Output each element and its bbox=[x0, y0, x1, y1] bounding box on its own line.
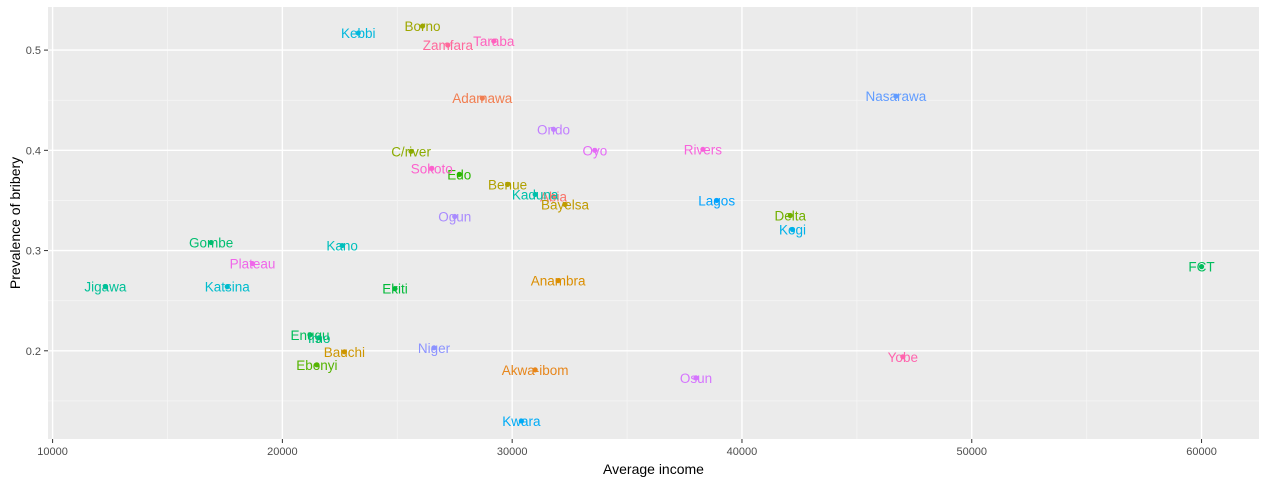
data-point bbox=[550, 193, 557, 200]
point-label: Bauchi bbox=[324, 345, 365, 360]
point-label: Ekiti bbox=[382, 282, 408, 297]
point-label: Abia bbox=[540, 189, 568, 204]
data-point bbox=[341, 349, 348, 355]
point-label: Sokoto bbox=[411, 161, 453, 176]
point-label: Imo bbox=[308, 331, 331, 346]
point-label: Jigawa bbox=[84, 280, 127, 295]
point-label: FCT bbox=[1188, 260, 1214, 275]
x-tick-label: 60000 bbox=[1186, 446, 1217, 458]
data-point bbox=[518, 418, 524, 424]
minor-gridlines bbox=[48, 7, 1259, 439]
point-label: Kebbi bbox=[341, 26, 376, 41]
point-label: Osun bbox=[680, 371, 712, 386]
point-label: Plateau bbox=[230, 257, 276, 272]
point-label: Taraba bbox=[473, 34, 515, 49]
data-point bbox=[408, 148, 414, 154]
data-point bbox=[700, 146, 706, 152]
point-label: Akwa-ibom bbox=[502, 363, 569, 378]
point-label: Ondo bbox=[537, 122, 570, 137]
x-tick-label: 10000 bbox=[37, 446, 68, 458]
data-point bbox=[479, 95, 485, 101]
data-point bbox=[249, 260, 256, 267]
data-point bbox=[555, 278, 561, 284]
point-label: Kwara bbox=[502, 414, 541, 429]
data-point bbox=[452, 213, 458, 220]
point-label: Delta bbox=[774, 208, 806, 223]
data-points bbox=[102, 23, 1205, 424]
data-point bbox=[314, 362, 320, 368]
x-tick-label: 20000 bbox=[267, 446, 298, 458]
point-label: Kaduna bbox=[512, 187, 559, 202]
point-label: Kano bbox=[326, 239, 358, 254]
point-label: Anambra bbox=[531, 274, 586, 289]
point-label: Gombe bbox=[189, 236, 233, 251]
data-point bbox=[307, 332, 313, 338]
data-point bbox=[787, 212, 793, 219]
point-label: Borno bbox=[405, 19, 441, 34]
point-label: C/river bbox=[391, 144, 431, 159]
point-label: Ogun bbox=[438, 209, 471, 224]
y-tick-label: 0.4 bbox=[26, 145, 41, 157]
data-point bbox=[491, 38, 497, 44]
data-point bbox=[550, 126, 557, 132]
point-labels: Abia Adamawa Akwa-ibom Anambra Bauchi Bayelsa… bbox=[84, 19, 1214, 429]
data-point bbox=[431, 345, 437, 351]
point-label: Lagos bbox=[698, 193, 735, 208]
point-label: Ebonyi bbox=[296, 358, 337, 373]
point-label: Kogi bbox=[779, 223, 806, 238]
data-point bbox=[419, 23, 426, 29]
data-point bbox=[445, 42, 451, 48]
x-tick-label: 40000 bbox=[727, 446, 758, 458]
point-label: Nasarawa bbox=[866, 89, 927, 104]
y-axis-title: Prevalence of bribery bbox=[7, 157, 23, 289]
plot-panel bbox=[48, 7, 1259, 439]
point-label: Enugu bbox=[290, 328, 329, 343]
point-label: Rivers bbox=[684, 142, 723, 157]
y-tick-label: 0.2 bbox=[26, 346, 41, 358]
data-point bbox=[316, 335, 322, 341]
data-point bbox=[693, 375, 699, 381]
data-point bbox=[1198, 264, 1205, 270]
x-tick-label: 50000 bbox=[956, 446, 987, 458]
data-point bbox=[532, 367, 538, 373]
y-axis-ticks: 0.2 0.3 0.4 0.5 bbox=[26, 45, 48, 358]
data-point bbox=[532, 191, 538, 198]
data-point bbox=[339, 242, 345, 249]
point-label: Yobe bbox=[888, 350, 918, 365]
data-point bbox=[789, 226, 796, 233]
major-gridlines bbox=[48, 7, 1259, 439]
data-point bbox=[900, 354, 906, 360]
point-label: Zamfara bbox=[423, 38, 474, 53]
point-label: Oyo bbox=[583, 143, 608, 158]
data-point bbox=[893, 93, 899, 99]
data-point bbox=[456, 171, 462, 177]
data-point bbox=[714, 197, 720, 204]
point-label: Niger bbox=[418, 341, 451, 356]
data-point bbox=[224, 284, 230, 290]
y-tick-label: 0.3 bbox=[26, 246, 41, 258]
y-tick-label: 0.5 bbox=[26, 45, 41, 57]
data-point bbox=[592, 147, 598, 153]
data-point bbox=[504, 181, 511, 188]
x-tick-label: 30000 bbox=[497, 446, 528, 458]
data-point bbox=[562, 201, 568, 208]
data-point bbox=[392, 286, 398, 292]
point-label: Katsina bbox=[205, 280, 251, 295]
point-label: Bayelsa bbox=[541, 197, 590, 212]
x-axis-title: Average income bbox=[603, 461, 704, 477]
point-label: Adamawa bbox=[452, 91, 513, 106]
data-point bbox=[102, 284, 109, 290]
point-label: Benue bbox=[488, 177, 527, 192]
x-axis-ticks: 10000 20000 30000 40000 50000 60000 bbox=[37, 439, 1217, 458]
data-point bbox=[208, 239, 214, 246]
data-point bbox=[429, 165, 435, 171]
point-label: Edo bbox=[447, 167, 471, 182]
data-point bbox=[355, 30, 361, 36]
